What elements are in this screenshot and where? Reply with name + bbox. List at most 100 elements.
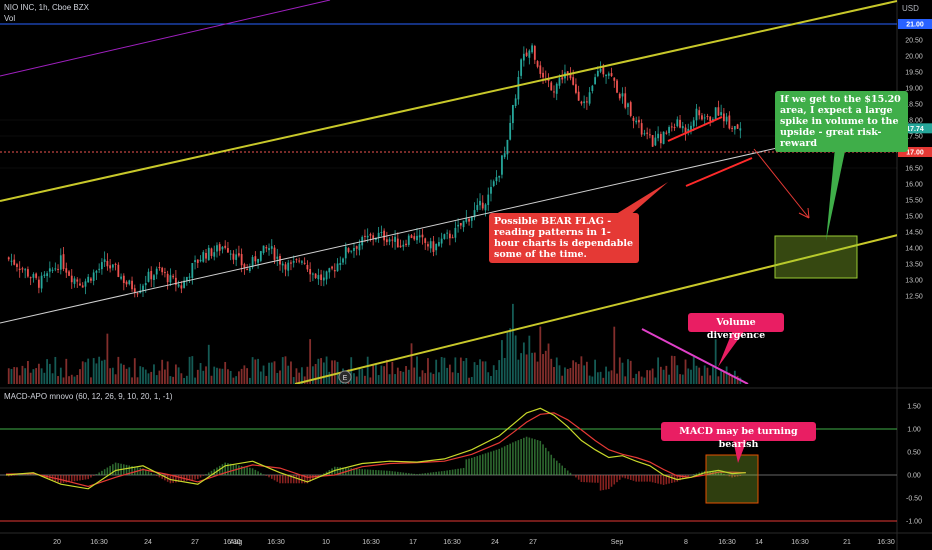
price-tick-label: 15.00 <box>905 214 923 221</box>
signal-line <box>5 412 746 488</box>
macd-histogram-bar <box>503 446 506 475</box>
candle-body <box>128 280 131 285</box>
macd-histogram-bar <box>194 475 196 480</box>
macd-histogram-bar <box>246 467 248 475</box>
volume-bar <box>358 368 361 384</box>
candle-body <box>402 244 405 247</box>
macd-axis[interactable]: 1.50 1.00 0.50 0.00 -0.50 -1.00 <box>906 404 922 526</box>
volume-bar <box>695 365 698 384</box>
upper-channel-line <box>0 0 897 202</box>
candle-body <box>196 259 199 263</box>
macd-histogram-bar <box>68 475 70 483</box>
volume-bar <box>199 363 202 384</box>
candle-body <box>325 271 328 280</box>
macd-histogram-bar <box>728 475 731 477</box>
volume-bar <box>462 361 465 384</box>
volume-bar <box>698 367 701 384</box>
macd-histogram-bar <box>410 473 413 475</box>
candle-body <box>90 278 92 281</box>
volume-bar <box>481 361 484 384</box>
price-axis[interactable]: 21.00 20.50 20.00 19.50 19.00 18.50 18.00 17.50… <box>905 22 923 301</box>
candle-body <box>29 277 32 279</box>
earnings-marker-label: E <box>343 375 348 382</box>
macd-histogram-bar <box>380 470 383 475</box>
time-tick-label: 16:30 <box>362 539 380 546</box>
macd-histogram-bar <box>197 475 199 480</box>
candle-body <box>465 217 468 222</box>
candle-body <box>366 235 369 238</box>
macd-histogram-bar <box>629 475 632 480</box>
macd-histogram-bar <box>123 464 125 475</box>
projection-arrow <box>753 148 810 219</box>
trendline-drawings[interactable] <box>0 0 910 384</box>
volume-bar <box>531 352 533 384</box>
candle-body <box>638 119 640 123</box>
candle-body <box>618 93 621 99</box>
macd-histogram-bar <box>443 470 446 475</box>
volume-bar <box>714 339 717 384</box>
candle-body <box>388 239 391 242</box>
volume-bar <box>73 376 76 384</box>
macd-histogram-bar <box>273 475 276 481</box>
volume-bar <box>591 376 594 384</box>
macd-histogram-bar <box>158 475 161 478</box>
macd-histogram-bar <box>81 475 84 480</box>
volume-divergence-annotation[interactable]: Volume divergence <box>688 313 784 341</box>
volume-bar <box>314 363 317 384</box>
candle-body <box>577 91 580 101</box>
macd-histogram-bar <box>347 467 350 475</box>
volume-bar <box>51 373 54 384</box>
candle-body <box>7 257 10 260</box>
macd-histogram-bar <box>418 473 421 475</box>
macd-histogram-bar <box>292 475 295 484</box>
volume-bar <box>638 371 640 384</box>
macd-histogram-bar <box>210 470 213 475</box>
price-tick-label: 12.50 <box>905 294 923 301</box>
macd-histogram-bar <box>312 475 314 480</box>
volume-bar <box>673 356 676 384</box>
macd-histogram-bar <box>736 475 739 477</box>
candle-body <box>287 262 290 271</box>
macd-histogram-bar <box>188 475 191 481</box>
volume-bar <box>251 357 254 384</box>
macd-histogram-bar <box>572 475 574 476</box>
macd-annotation[interactable]: MACD may be turning bearish <box>661 422 816 450</box>
macd-pointer <box>733 440 747 463</box>
volume-bar <box>594 359 596 384</box>
candle-body <box>539 65 542 74</box>
volume-bar <box>29 372 32 384</box>
volume-bar <box>585 361 588 384</box>
badge-17: 17.00 <box>906 150 924 157</box>
volume-bar <box>418 376 421 384</box>
volume-bar <box>213 366 216 384</box>
candle-body <box>169 275 172 283</box>
macd-histogram-bar <box>350 468 353 475</box>
candle-body <box>57 268 59 270</box>
target-annotation[interactable]: If we get to the $15.20 area, I expect a… <box>775 91 908 152</box>
price-tick-label: 14.00 <box>905 246 923 253</box>
volume-bar <box>607 371 610 384</box>
macd-histogram-bar <box>531 438 533 475</box>
bear-flag-annotation[interactable]: Possible BEAR FLAG - reading patterns in… <box>489 213 639 263</box>
macd-histogram-bar <box>147 471 150 475</box>
volume-bar <box>207 344 210 384</box>
candle-body <box>125 281 128 285</box>
candle-body <box>328 268 331 273</box>
volume-bar <box>572 360 575 384</box>
volume-bar <box>517 359 520 384</box>
volume-bar <box>87 358 90 384</box>
volume-bar <box>235 376 238 384</box>
volume-bar <box>613 326 616 384</box>
volume-bar <box>498 360 501 384</box>
macd-histogram-bar <box>377 470 380 475</box>
candle-body <box>344 246 347 259</box>
macd-histogram-bar <box>564 468 566 475</box>
target-zone-box <box>774 235 858 279</box>
candle-body <box>506 139 509 155</box>
volume-bar <box>679 374 681 384</box>
candle-body <box>309 268 312 275</box>
volume-bar <box>306 366 309 384</box>
time-tick-label: 16:30 <box>443 539 461 546</box>
